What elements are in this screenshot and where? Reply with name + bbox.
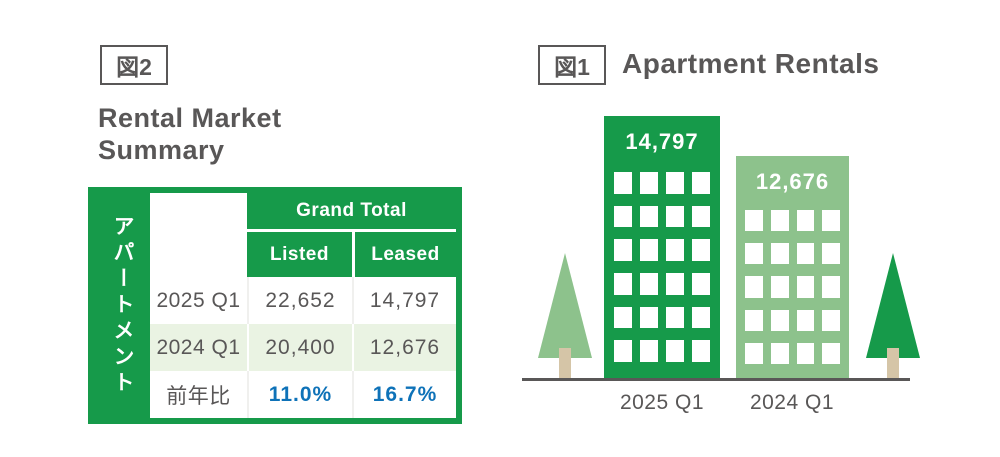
table-row-label: 2024 Q1	[150, 324, 247, 371]
ground-line	[522, 378, 910, 381]
building-window	[770, 342, 789, 364]
bar-building-2024: 12,676	[736, 156, 849, 378]
table-cell-leased: 14,797	[352, 277, 456, 324]
building-window	[745, 210, 763, 232]
building-window	[640, 205, 658, 228]
figure1-tag-box: 図1	[538, 45, 606, 85]
table-col-header-leased: Leased	[352, 232, 456, 277]
building-window	[692, 205, 710, 228]
rental-summary-table: アパートメント Grand Total Listed Leased 2025 Q…	[88, 187, 462, 424]
table-col-header-listed: Listed	[247, 232, 352, 277]
building-window	[666, 239, 684, 261]
figure2-title: Rental Market Summary	[98, 103, 282, 166]
building-window	[614, 205, 632, 228]
figure1-tag-label: 図1	[554, 54, 590, 80]
building-window	[770, 309, 789, 331]
building-window	[822, 210, 840, 232]
building-window	[666, 205, 684, 228]
bar-value-label: 14,797	[625, 129, 699, 154]
building-window	[745, 276, 763, 298]
table-vertical-group-label: アパートメント	[94, 193, 150, 418]
building-window	[692, 239, 710, 261]
building-window	[666, 172, 684, 194]
bar-value-label: 12,676	[755, 169, 830, 194]
tree-icon	[866, 253, 920, 358]
x-axis-label-2024: 2024 Q1	[749, 391, 835, 414]
building-window	[822, 243, 840, 265]
building-window	[692, 272, 710, 295]
table-cell-leased: 12,676	[352, 324, 456, 371]
table-corner-cell	[150, 193, 247, 277]
building-window	[614, 172, 632, 194]
table-cell-leased-yoy: 16.7%	[352, 371, 456, 418]
table-cell-listed-yoy: 11.0%	[247, 371, 352, 418]
building-window	[745, 342, 763, 364]
building-window	[745, 309, 763, 331]
tree-trunk	[559, 348, 571, 378]
building-window	[770, 243, 789, 265]
building-window	[796, 276, 815, 298]
building-window	[666, 306, 684, 329]
building-window	[692, 340, 710, 362]
building-window	[640, 340, 658, 362]
building-window	[640, 272, 658, 295]
x-axis-label-2025: 2025 Q1	[619, 391, 705, 414]
tree-icon	[538, 253, 592, 358]
building-window	[822, 342, 840, 364]
building-window	[796, 210, 815, 232]
building-window	[666, 272, 684, 295]
building-window	[796, 342, 815, 364]
building-window	[692, 306, 710, 329]
table-cell-listed: 20,400	[247, 324, 352, 371]
building-window	[666, 340, 684, 362]
building-bar-chart: 14,797 12,676 2025 Q1 2024 Q1	[520, 110, 920, 440]
table-row-label: 2025 Q1	[150, 277, 247, 324]
building-window	[745, 243, 763, 265]
building-window	[614, 239, 632, 261]
figure2-tag-box: 図2	[100, 45, 168, 85]
table-group-header: Grand Total	[247, 193, 456, 232]
figure1-title: Apartment Rentals	[622, 48, 880, 79]
table-row-label: 前年比	[150, 371, 247, 418]
building-window	[796, 243, 815, 265]
building-window	[640, 172, 658, 194]
table-cell-listed: 22,652	[247, 277, 352, 324]
building-windows	[745, 210, 840, 364]
building-window	[614, 340, 632, 362]
building-windows	[614, 172, 710, 362]
building-window	[640, 306, 658, 329]
building-window	[770, 276, 789, 298]
building-window	[822, 309, 840, 331]
building-window	[692, 172, 710, 194]
figure2-tag-label: 図2	[116, 54, 152, 80]
building-window	[640, 239, 658, 261]
building-window	[614, 306, 632, 329]
building-window	[822, 276, 840, 298]
building-window	[614, 272, 632, 295]
bar-building-2025: 14,797	[604, 116, 720, 378]
building-window	[770, 210, 789, 232]
building-window	[796, 309, 815, 331]
tree-trunk	[887, 348, 899, 378]
